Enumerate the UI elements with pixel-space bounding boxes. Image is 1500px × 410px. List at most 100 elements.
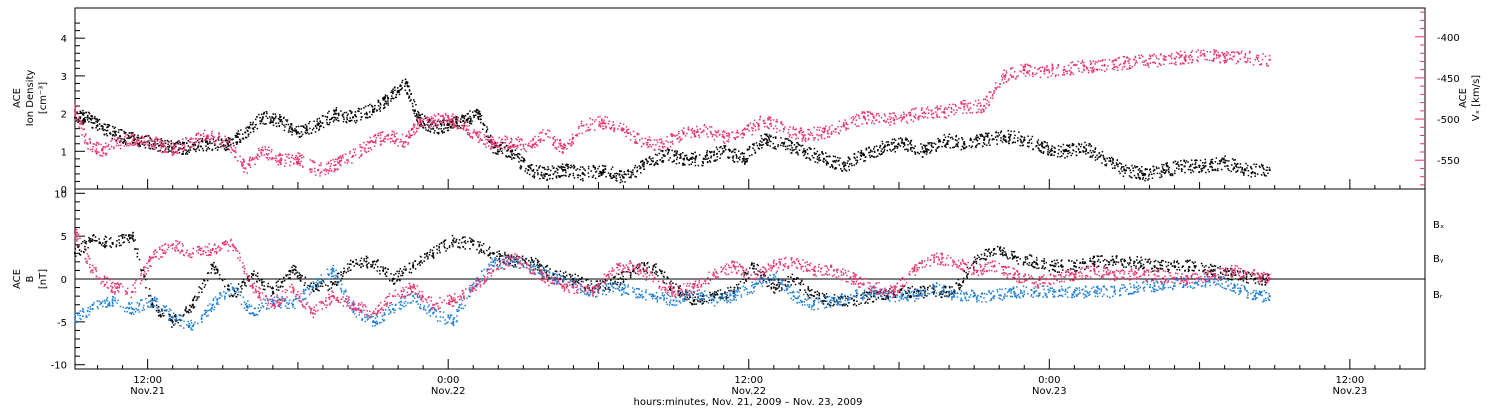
speed-dot: [489, 139, 491, 141]
speed-dot: [83, 128, 86, 130]
speed-dot: [366, 141, 369, 143]
speed-dot: [1020, 64, 1022, 66]
density-dot: [178, 152, 181, 154]
speed-dot: [268, 146, 270, 148]
speed-dot: [731, 131, 733, 133]
bx-dot: [96, 240, 98, 242]
density-dot: [500, 150, 503, 153]
speed-dot: [739, 133, 742, 136]
density-dot: [462, 120, 465, 122]
speed-dot: [340, 164, 342, 167]
density-dot: [111, 137, 114, 140]
speed-dot: [625, 131, 628, 133]
density-dot: [104, 128, 106, 131]
speed-dot: [509, 147, 511, 149]
speed-dot: [359, 144, 361, 146]
speed-dot: [538, 139, 541, 141]
speed-dot: [921, 115, 923, 118]
density-dot: [868, 154, 871, 157]
density-dot: [1057, 152, 1060, 155]
density-dot: [372, 111, 375, 113]
density-dot: [511, 154, 513, 157]
speed-dot: [917, 117, 919, 119]
speed-dot: [608, 120, 611, 123]
density-dot: [615, 179, 617, 182]
density-dot: [765, 138, 768, 140]
speed-dot: [768, 116, 770, 118]
bx-dot: [185, 306, 187, 308]
speed-dot: [101, 155, 104, 157]
density-dot: [1219, 161, 1222, 163]
density-dot: [825, 164, 828, 166]
density-dot: [228, 141, 231, 143]
speed-dot: [776, 127, 778, 130]
density-dot: [357, 110, 359, 112]
speed-dot: [382, 139, 385, 141]
density-dot: [1234, 163, 1236, 165]
density-dot: [238, 141, 241, 143]
density-point: [662, 154, 665, 157]
speed-dot: [518, 138, 521, 141]
speed-dot: [95, 144, 97, 147]
density-dot: [90, 115, 92, 117]
speed-dot: [332, 159, 334, 161]
density-dot: [1142, 176, 1145, 179]
speed-dot: [973, 104, 975, 106]
density-dot: [1042, 152, 1045, 154]
density-dot: [207, 143, 209, 145]
density-dot: [541, 175, 543, 177]
speed-dot: [585, 130, 587, 133]
density-dot: [82, 109, 84, 112]
density-dot: [1196, 166, 1198, 169]
speed-dot: [1264, 55, 1267, 58]
top-panel-frame: [74, 7, 1426, 190]
speed-dot: [341, 155, 343, 157]
density-dot: [896, 147, 899, 149]
density-dot: [590, 170, 592, 172]
density-dot: [238, 133, 241, 135]
bx-dot: [136, 255, 139, 258]
density-dot: [335, 107, 338, 109]
speed-dot: [234, 147, 237, 149]
speed-dot: [402, 142, 405, 145]
density-dot: [986, 134, 989, 136]
speed-dot: [154, 146, 156, 149]
density-dot: [412, 99, 415, 101]
density-dot: [290, 124, 293, 126]
density-dot: [676, 156, 679, 159]
speed-dot: [552, 143, 554, 146]
density-dot: [847, 156, 850, 158]
speed-dot: [1094, 63, 1096, 65]
density-dot: [956, 143, 959, 145]
density-dot: [853, 164, 855, 166]
density-dot: [564, 168, 566, 171]
bx-dot: [151, 298, 154, 300]
density-dot: [969, 139, 971, 141]
density-dot: [136, 136, 138, 139]
speed-dot: [1267, 65, 1270, 67]
density-dot: [114, 131, 116, 133]
density-dot: [335, 109, 337, 112]
density-dot: [524, 170, 526, 172]
density-dot: [494, 152, 496, 154]
density-dot: [1072, 149, 1074, 151]
density-dot: [1254, 175, 1256, 177]
density-dot: [1037, 147, 1039, 149]
density-dot: [419, 116, 421, 119]
density-dot: [650, 158, 652, 160]
density-dot: [1230, 170, 1232, 173]
density-dot: [295, 133, 298, 135]
speed-dot: [279, 161, 282, 164]
density-dot: [287, 131, 290, 133]
speed-dot: [1175, 56, 1178, 58]
density-dot: [414, 110, 416, 112]
speed-dot: [735, 131, 738, 134]
speed-dot: [360, 155, 362, 158]
speed-dot: [409, 136, 412, 139]
speed-dot: [203, 139, 206, 141]
density-dot: [612, 176, 615, 178]
speed-dot: [270, 158, 273, 161]
speed-dot: [610, 126, 613, 129]
density-dot: [911, 150, 913, 152]
density-dot: [272, 117, 275, 120]
